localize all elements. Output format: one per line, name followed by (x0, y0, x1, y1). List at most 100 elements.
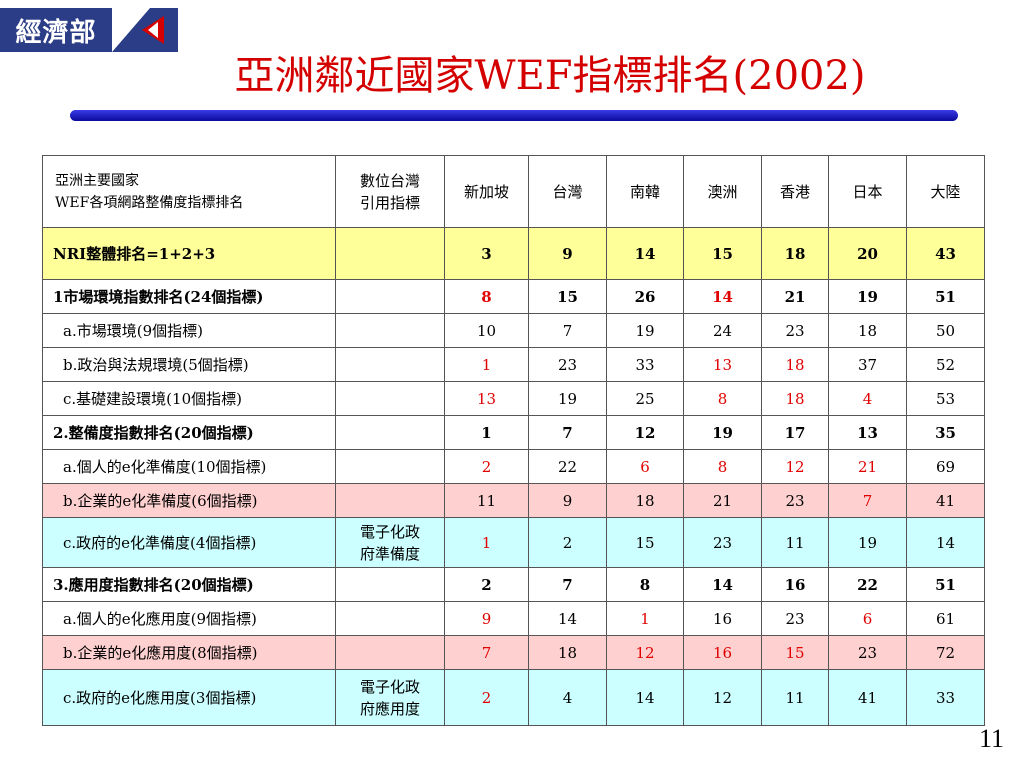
rank-value-cell: 25 (606, 381, 684, 416)
rank-value-cell: 6 (828, 601, 907, 636)
header-country-korea: 南韓 (606, 155, 684, 228)
rank-value-cell: 23 (683, 517, 762, 568)
rank-value-cell: 8 (683, 381, 762, 416)
rank-value-cell: 19 (683, 415, 762, 450)
rank-value-cell: 21 (683, 483, 762, 518)
table-header-row: 亞洲主要國家 WEF各項網路整備度指標排名 數位台灣 引用指標 新加坡 台灣 南… (42, 155, 985, 228)
table-row: 2.整備度指數排名(20個指標) 1 7 12 19 17 13 35 (42, 415, 985, 450)
rank-value-cell: 13 (444, 381, 529, 416)
row-note (335, 313, 445, 348)
rank-value-cell: 33 (906, 669, 985, 726)
rank-value-cell: 35 (906, 415, 985, 450)
rank-value-cell: 9 (444, 601, 529, 636)
page-title: 亞洲鄰近國家WEF指標排名(2002) (234, 53, 866, 99)
rank-value-cell: 3 (444, 227, 529, 280)
rank-value-cell: 11 (761, 517, 829, 568)
rank-value-cell: 22 (528, 449, 607, 484)
row-label: a.個人的e化應用度(9個指標) (42, 601, 336, 636)
rank-value-cell: 53 (906, 381, 985, 416)
row-note (335, 415, 445, 450)
row-label: 2.整備度指數排名(20個指標) (42, 415, 336, 450)
header-country-hongkong: 香港 (761, 155, 829, 228)
title-underline-bar (70, 110, 958, 121)
header-note-cell: 數位台灣 引用指標 (335, 155, 445, 228)
row-label: c.政府的e化應用度(3個指標) (42, 669, 336, 726)
rank-value-cell: 14 (528, 601, 607, 636)
rank-value-cell: 2 (444, 567, 529, 602)
rank-value-cell: 16 (683, 635, 762, 670)
rank-value-cell: 9 (528, 483, 607, 518)
rank-value-cell: 14 (906, 517, 985, 568)
logo-text: 經濟部 (0, 8, 112, 52)
logo-emblem-icon (112, 8, 178, 52)
rank-value-cell: 7 (528, 415, 607, 450)
header-note-line1: 數位台灣 (359, 171, 420, 190)
rank-value-cell: 7 (828, 483, 907, 518)
rank-value-cell: 4 (828, 381, 907, 416)
rank-value-cell: 12 (606, 415, 684, 450)
rank-value-cell: 51 (906, 567, 985, 602)
table-row: c.基礎建設環境(10個指標) 13 19 25 8 18 4 53 (42, 381, 985, 416)
rank-value-cell: 19 (606, 313, 684, 348)
rank-value-cell: 20 (828, 227, 907, 280)
row-label: b.企業的e化準備度(6個指標) (42, 483, 336, 518)
rank-value-cell: 23 (761, 601, 829, 636)
row-note-line1: 電子化政 (359, 522, 420, 541)
rank-value-cell: 12 (606, 635, 684, 670)
rank-value-cell: 2 (444, 449, 529, 484)
table-row: b.企業的e化準備度(6個指標) 11 9 18 21 23 7 41 (42, 483, 985, 518)
rank-value-cell: 7 (528, 313, 607, 348)
rank-value-cell: 12 (761, 449, 829, 484)
rank-value-cell: 19 (828, 279, 907, 314)
wef-ranking-table: 亞洲主要國家 WEF各項網路整備度指標排名 數位台灣 引用指標 新加坡 台灣 南… (42, 155, 985, 726)
rank-value-cell: 61 (906, 601, 985, 636)
row-label: a.市場環境(9個指標) (42, 313, 336, 348)
table-row: a.個人的e化準備度(10個指標) 2 22 6 8 12 21 69 (42, 449, 985, 484)
rank-value-cell: 1 (444, 415, 529, 450)
rank-value-cell: 13 (828, 415, 907, 450)
row-note: 電子化政 府準備度 (335, 517, 445, 568)
row-label: c.基礎建設環境(10個指標) (42, 381, 336, 416)
rank-value-cell: 4 (528, 669, 607, 726)
rank-value-cell: 15 (528, 279, 607, 314)
ministry-logo: 經濟部 (0, 0, 178, 60)
table-row: 1市場環境指數排名(24個指標) 8 15 26 14 21 19 51 (42, 279, 985, 314)
row-note (335, 567, 445, 602)
table-row: c.政府的e化應用度(3個指標) 電子化政 府應用度 2 4 14 12 11 41 33 (42, 669, 985, 726)
row-note (335, 483, 445, 518)
table-row: c.政府的e化準備度(4個指標) 電子化政 府準備度 1 2 15 23 11 19 14 (42, 517, 985, 568)
table-row: b.企業的e化應用度(8個指標) 7 18 12 16 15 23 72 (42, 635, 985, 670)
rank-value-cell: 41 (828, 669, 907, 726)
rank-value-cell: 8 (606, 567, 684, 602)
rank-value-cell: 19 (528, 381, 607, 416)
rank-value-cell: 43 (906, 227, 985, 280)
rank-value-cell: 1 (606, 601, 684, 636)
row-note (335, 601, 445, 636)
rank-value-cell: 41 (906, 483, 985, 518)
table-row: a.個人的e化應用度(9個指標) 9 14 1 16 23 6 61 (42, 601, 985, 636)
row-note: 電子化政 府應用度 (335, 669, 445, 726)
rank-value-cell: 15 (683, 227, 762, 280)
table-row: b.政治與法規環境(5個指標) 1 23 33 13 18 37 52 (42, 347, 985, 382)
rank-value-cell: 12 (683, 669, 762, 726)
rank-value-cell: 26 (606, 279, 684, 314)
rank-value-cell: 15 (606, 517, 684, 568)
row-note (335, 381, 445, 416)
rank-value-cell: 11 (761, 669, 829, 726)
rank-value-cell: 24 (683, 313, 762, 348)
row-note-line2: 府準備度 (359, 544, 420, 563)
rank-value-cell: 23 (528, 347, 607, 382)
rank-value-cell: 18 (828, 313, 907, 348)
rank-value-cell: 51 (906, 279, 985, 314)
row-label: b.政治與法規環境(5個指標) (42, 347, 336, 382)
rank-value-cell: 16 (683, 601, 762, 636)
header-country-australia: 澳洲 (683, 155, 762, 228)
header-label-line1: 亞洲主要國家 (55, 172, 139, 189)
rank-value-cell: 7 (444, 635, 529, 670)
rank-value-cell: 33 (606, 347, 684, 382)
row-label: a.個人的e化準備度(10個指標) (42, 449, 336, 484)
rank-value-cell: 14 (606, 227, 684, 280)
header-country-taiwan: 台灣 (528, 155, 607, 228)
rank-value-cell: 8 (444, 279, 529, 314)
page-number: 11 (978, 724, 1004, 753)
